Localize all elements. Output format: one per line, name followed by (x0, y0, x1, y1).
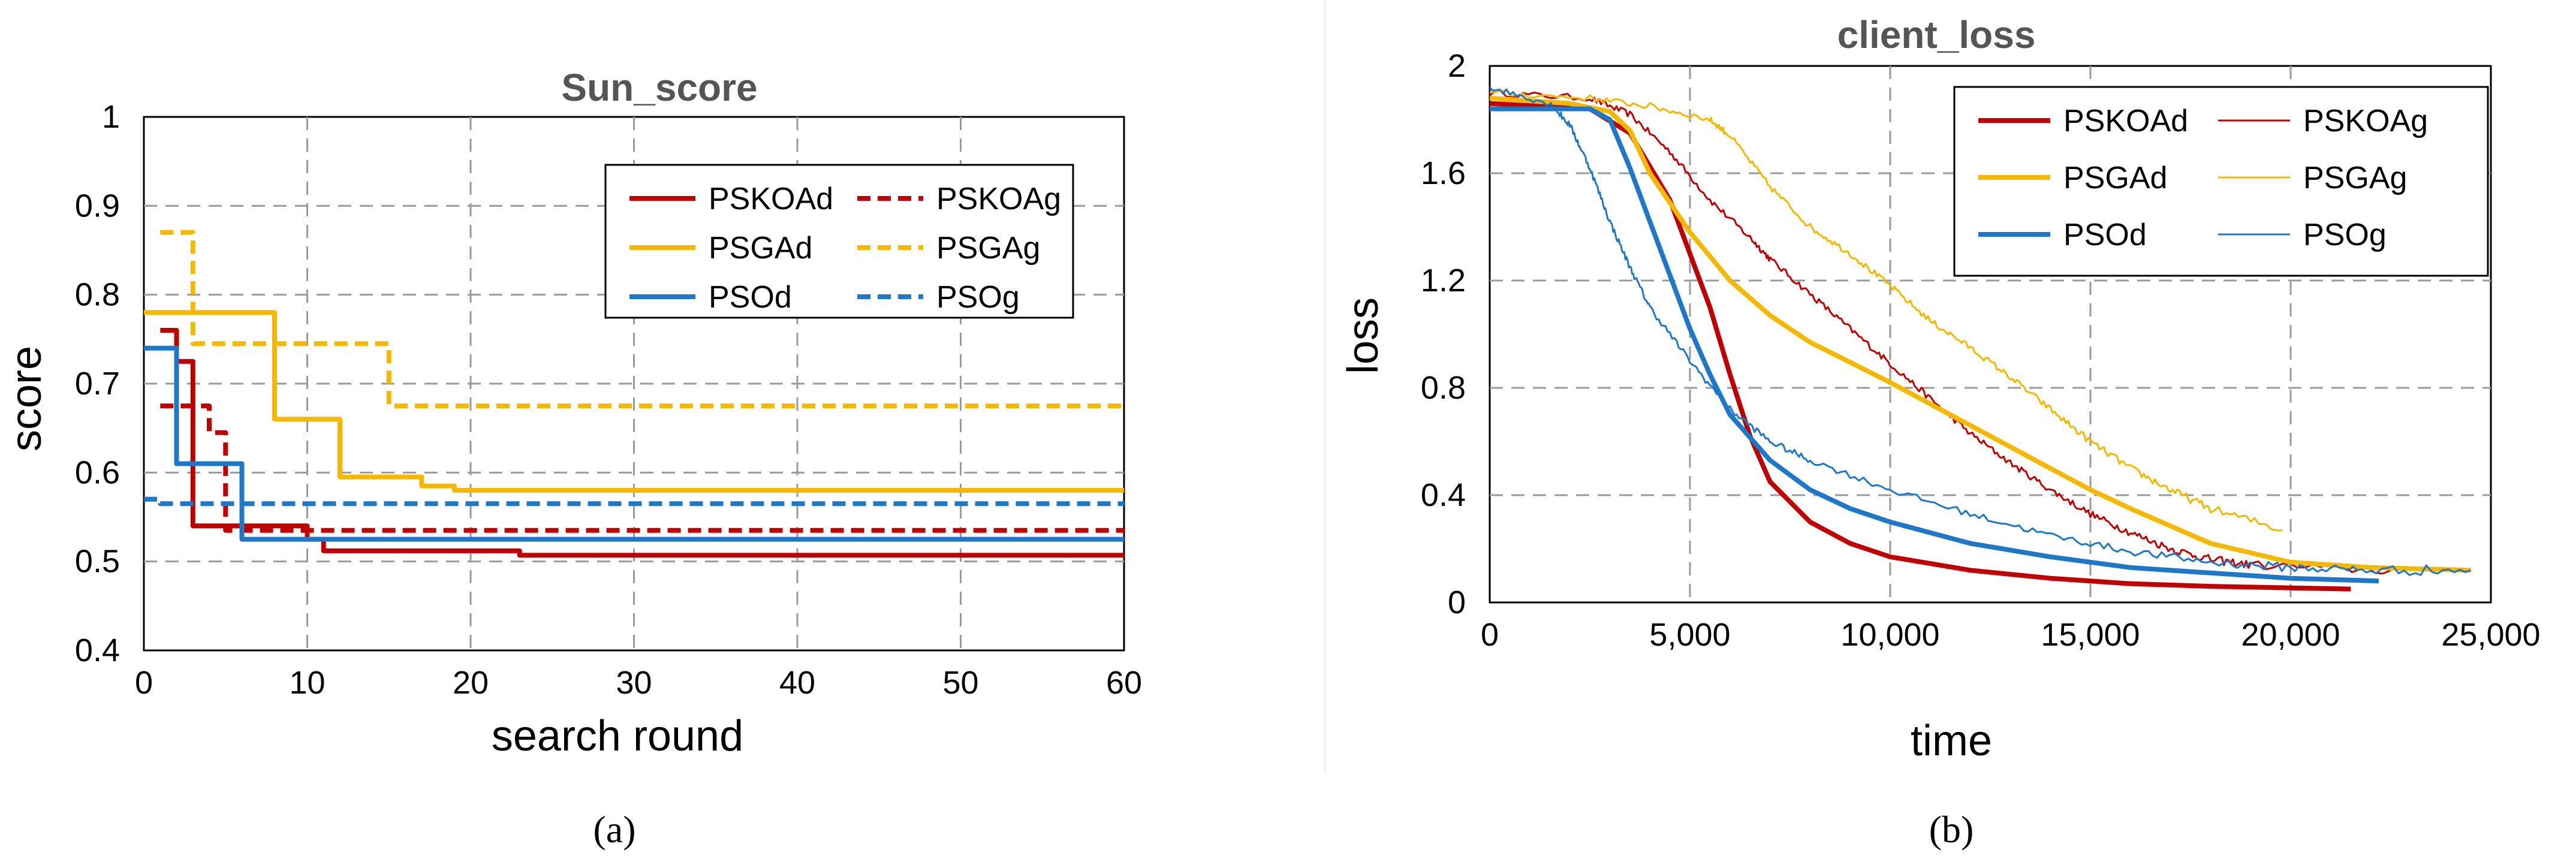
series-line-psog (1489, 86, 2472, 576)
chart-b-series-group (1489, 86, 2472, 592)
chart-b-tick-labels: 0 5,000 10,000 15,000 20,000 25,000 0 0.4 0.8 1.2… (1421, 48, 2541, 653)
legend-label-psgad: PSGAd (2063, 161, 2167, 195)
legend-label-pskoag: PSKOAg (2303, 104, 2428, 138)
y-tick-label: 1.6 (1421, 155, 1466, 191)
y-tick-label: 1 (102, 99, 120, 135)
y-tick-label: 0 (1448, 584, 1466, 620)
series-line-pskoad (1489, 101, 2351, 592)
series-line-pskoag (1489, 89, 2391, 575)
x-tick-label: 5,000 (1649, 617, 1730, 653)
x-tick-label: 60 (1106, 665, 1142, 701)
legend-label-psgad: PSGAd (709, 231, 812, 266)
y-tick-label: 0.6 (75, 454, 120, 490)
chart-panel-a: Sun_score 0 10 20 30 40 50 60 0.4 0.5 0.6 0.7 0.8 0.… (2, 66, 1142, 851)
series-line-pskoad (160, 328, 1124, 558)
legend-label-psgag: PSGAg (2303, 161, 2407, 195)
y-tick-label: 2 (1448, 48, 1466, 84)
y-tick-label: 0.5 (75, 544, 120, 580)
chart-a-legend-box (604, 164, 1074, 319)
y-tick-label: 0.8 (1421, 370, 1466, 406)
chart-a-tick-labels: 0 10 20 30 40 50 60 0.4 0.5 0.6 0.7 0.8 0.9 1 (75, 99, 1142, 701)
x-tick-label: 40 (779, 665, 815, 701)
x-tick-label: 50 (942, 665, 978, 701)
x-tick-label: 0 (1481, 617, 1499, 653)
x-tick-label: 30 (616, 665, 652, 701)
series-line-psod (1490, 106, 2379, 584)
y-tick-label: 0.7 (75, 366, 120, 402)
chart-b-plot-area (1489, 65, 2492, 604)
legend-label-psod: PSOd (2063, 218, 2147, 252)
chart-a-legend: PSKOAd PSKOAg PSGAd PSGAg PSOd PSOg (604, 164, 1074, 319)
legend-label-pskoad: PSKOAd (709, 182, 833, 216)
chart-a-panel-label: (a) (593, 808, 635, 851)
chart-b-x-axis-label: time (1911, 717, 1992, 765)
chart-a-series-group (144, 230, 1124, 558)
chart-panel-b: client_loss 0 5,000 10,000 15,000 20,000 25,0… (1339, 13, 2541, 851)
legend-label-psgag: PSGAg (936, 231, 1040, 266)
x-tick-label: 25,000 (2441, 617, 2540, 653)
legend-label-pskoad: PSKOAd (2063, 104, 2188, 138)
x-tick-label: 15,000 (2041, 617, 2140, 653)
series-line-pskoag (160, 403, 1124, 533)
y-tick-label: 0.9 (75, 188, 120, 224)
legend-label-psog: PSOg (936, 280, 1020, 315)
series-line-psod (144, 345, 1124, 542)
chart-b-legend: PSKOAd PSKOAg PSGAd PSGAg PSOd PSOg (1953, 86, 2489, 277)
legend-label-pskoag: PSKOAg (936, 182, 1061, 216)
series-line-psgag (160, 230, 1124, 409)
x-tick-label: 0 (135, 665, 153, 701)
legend-label-psod: PSOd (709, 280, 792, 315)
series-line-psog (144, 496, 1124, 507)
chart-b-panel-label: (b) (1929, 808, 1974, 851)
y-tick-label: 1.2 (1421, 263, 1466, 299)
chart-a-y-axis-label: score (2, 346, 50, 451)
x-tick-label: 10 (289, 665, 325, 701)
series-line-psgad (144, 310, 1124, 493)
y-tick-label: 0.8 (75, 277, 120, 313)
chart-b-title: client_loss (1837, 13, 2036, 56)
x-tick-label: 10,000 (1840, 617, 1939, 653)
legend-label-psog: PSOg (2303, 218, 2387, 252)
chart-a-title: Sun_score (561, 66, 757, 109)
chart-b-y-axis-label: loss (1339, 297, 1387, 374)
y-tick-label: 0.4 (75, 632, 120, 668)
series-line-psgag (1489, 89, 2283, 532)
y-tick-label: 0.4 (1421, 477, 1466, 513)
x-tick-label: 20 (453, 665, 489, 701)
x-tick-label: 20,000 (2241, 617, 2340, 653)
chart-a-x-axis-label: search round (492, 712, 743, 760)
series-line-psgad (1489, 95, 2471, 573)
